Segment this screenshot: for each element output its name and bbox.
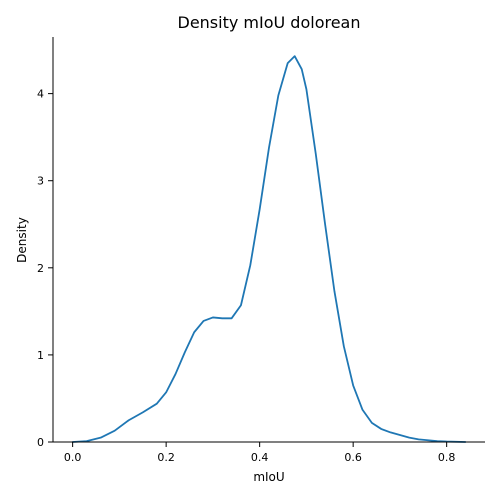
y-tick-label: 1 [37, 349, 44, 362]
y-ticks: 0 1 2 3 4 [37, 88, 53, 449]
x-tick-label: 0.6 [344, 451, 362, 464]
plot-area: 0.0 0.2 0.4 0.6 0.8 0 1 2 3 4 [37, 37, 485, 464]
x-tick-label: 0.4 [251, 451, 269, 464]
density-line-0 [71, 55, 467, 443]
x-ticks: 0.0 0.2 0.4 0.6 0.8 [64, 442, 456, 464]
y-axis-label: Density [15, 217, 29, 263]
y-tick-label: 2 [37, 262, 44, 275]
chart-title: Density mIoU dolorean [178, 13, 361, 32]
y-tick-label: 4 [37, 88, 44, 101]
series-group [71, 55, 467, 443]
y-tick-label: 3 [37, 175, 44, 188]
x-tick-label: 0.2 [157, 451, 175, 464]
x-axis-label: mIoU [253, 470, 284, 484]
x-tick-label: 0.8 [438, 451, 456, 464]
y-tick-label: 0 [37, 436, 44, 449]
x-tick-label: 0.0 [64, 451, 82, 464]
